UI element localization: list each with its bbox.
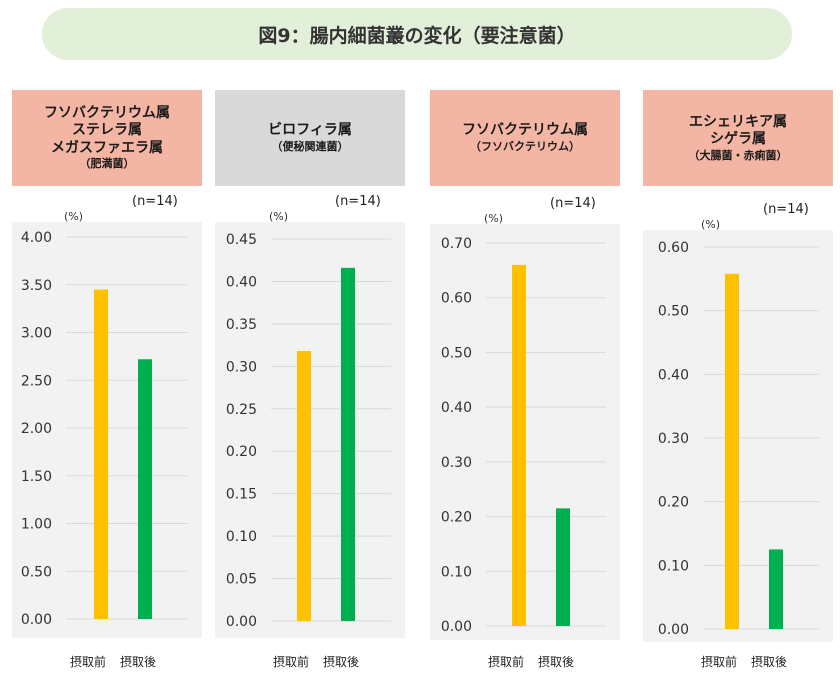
x-category-label: 摂取前: [488, 655, 525, 669]
y-unit-label: (%): [484, 212, 504, 225]
y-tick-label: 0.20: [658, 495, 689, 511]
x-category-label: 摂取前: [701, 655, 738, 669]
y-tick-label: 0.20: [441, 510, 472, 526]
category-name: ステレラ属: [72, 122, 142, 139]
y-tick-label: 0.00: [441, 619, 472, 635]
y-tick-label: 0.35: [226, 317, 257, 333]
y-tick-label: 0.25: [226, 402, 257, 418]
y-tick-label: 0.40: [658, 367, 689, 383]
y-tick-label: 3.50: [21, 278, 52, 294]
y-tick-label: 4.00: [21, 230, 52, 246]
y-unit-label: (%): [64, 210, 84, 223]
bar-after: [341, 267, 355, 621]
chart-panel-4: エシェリキア属 シゲラ属 （大腸菌・赤痢菌） (n=14) (%) 0.00 0.10 0.2…: [643, 0, 840, 681]
y-unit-label: (%): [701, 218, 721, 231]
category-header: ビロフィラ属 （便秘関連菌）: [215, 90, 405, 186]
bar-before: [94, 289, 108, 619]
y-tick-label: 2.50: [21, 373, 52, 389]
category-header: フソバクテリウム属 （フソバクテリウム）: [430, 90, 620, 186]
bar-after: [556, 508, 570, 626]
bar-chart: 0.00 0.10 0.20 0.30 0.40 0.50 0.60: [658, 240, 819, 638]
bar-chart: 0.00 0.05 0.10 0.15 0.20 0.25 0.30 0.35 0.40 0.45: [226, 232, 391, 630]
category-name: シゲラ属: [710, 131, 766, 148]
chart-title: 図9：腸内細菌叢の変化（要注意菌）: [42, 8, 792, 60]
y-tick-label: 0.30: [226, 359, 257, 375]
category-note: （大腸菌・赤痢菌）: [688, 148, 788, 162]
x-category-label: 摂取前: [70, 655, 107, 669]
chart-panel-1: フソバクテリウム属 ステレラ属 メガスファエラ属 （肥満菌） (n=14) (%) 0.00…: [12, 0, 212, 681]
chart-panel-3: フソバクテリウム属 （フソバクテリウム） (n=14) (%) 0.00 0.10 0.20…: [430, 0, 630, 681]
category-note: （便秘関連菌）: [271, 139, 349, 153]
x-category-label: 摂取後: [538, 655, 575, 669]
y-tick-label: 0.30: [441, 455, 472, 471]
y-tick-label: 0.40: [441, 400, 472, 416]
bar-before: [725, 273, 739, 629]
category-name: フソバクテリウム属: [462, 122, 588, 139]
y-tick-label: 0.50: [21, 564, 52, 580]
category-header: フソバクテリウム属 ステレラ属 メガスファエラ属 （肥満菌）: [12, 90, 202, 186]
sample-size-label: (n=14): [763, 202, 809, 217]
x-category-label: 摂取後: [323, 655, 360, 669]
bar-after: [769, 549, 783, 629]
y-tick-label: 0.50: [658, 304, 689, 320]
y-tick-label: 0.40: [226, 274, 257, 290]
y-tick-label: 0.10: [226, 529, 257, 545]
y-tick-label: 0.00: [226, 614, 257, 630]
y-tick-label: 0.60: [658, 240, 689, 256]
y-unit-label: (%): [269, 210, 289, 223]
y-tick-label: 0.60: [441, 291, 472, 307]
chart-panel-2: ビロフィラ属 （便秘関連菌） (n=14) (%) 0.00 0.05 0.10 0.15 0.…: [215, 0, 415, 681]
y-tick-label: 0.10: [658, 558, 689, 574]
y-tick-label: 2.00: [21, 421, 52, 437]
sample-size-label: (n=14): [335, 194, 381, 209]
category-note: （肥満菌）: [79, 157, 135, 171]
category-name: フソバクテリウム属: [44, 104, 170, 121]
bar-after: [138, 359, 152, 619]
bar-chart: 0.00 0.10 0.20 0.30 0.40 0.50 0.60 0.70: [441, 236, 606, 635]
y-tick-label: 0.70: [441, 236, 472, 252]
y-tick-label: 0.50: [441, 345, 472, 361]
category-name: エシェリキア属: [689, 113, 787, 130]
y-tick-label: 1.50: [21, 469, 52, 485]
y-tick-label: 0.30: [658, 431, 689, 447]
y-tick-label: 1.00: [21, 517, 52, 533]
y-tick-label: 0.00: [658, 622, 689, 638]
x-category-label: 摂取前: [273, 655, 310, 669]
bar-chart: 0.00 0.50 1.00 1.50 2.00 2.50 3.00 3.50 4.00: [21, 230, 188, 628]
sample-size-label: (n=14): [550, 196, 596, 211]
x-category-label: 摂取後: [751, 655, 788, 669]
y-tick-label: 0.00: [21, 612, 52, 628]
y-tick-label: 0.20: [226, 444, 257, 460]
y-tick-label: 0.15: [226, 487, 257, 503]
x-category-label: 摂取後: [120, 655, 157, 669]
y-tick-label: 0.05: [226, 572, 257, 588]
y-tick-label: 0.45: [226, 232, 257, 248]
sample-size-label: (n=14): [132, 194, 178, 209]
y-tick-label: 0.10: [441, 564, 472, 580]
bar-before: [297, 351, 311, 621]
bar-before: [512, 264, 526, 626]
category-name: ビロフィラ属: [268, 122, 352, 139]
category-name: メガスファエラ属: [51, 139, 163, 156]
category-note: （フソバクテリウム）: [470, 139, 580, 153]
y-tick-label: 3.00: [21, 326, 52, 342]
category-header: エシェリキア属 シゲラ属 （大腸菌・赤痢菌）: [643, 90, 833, 186]
